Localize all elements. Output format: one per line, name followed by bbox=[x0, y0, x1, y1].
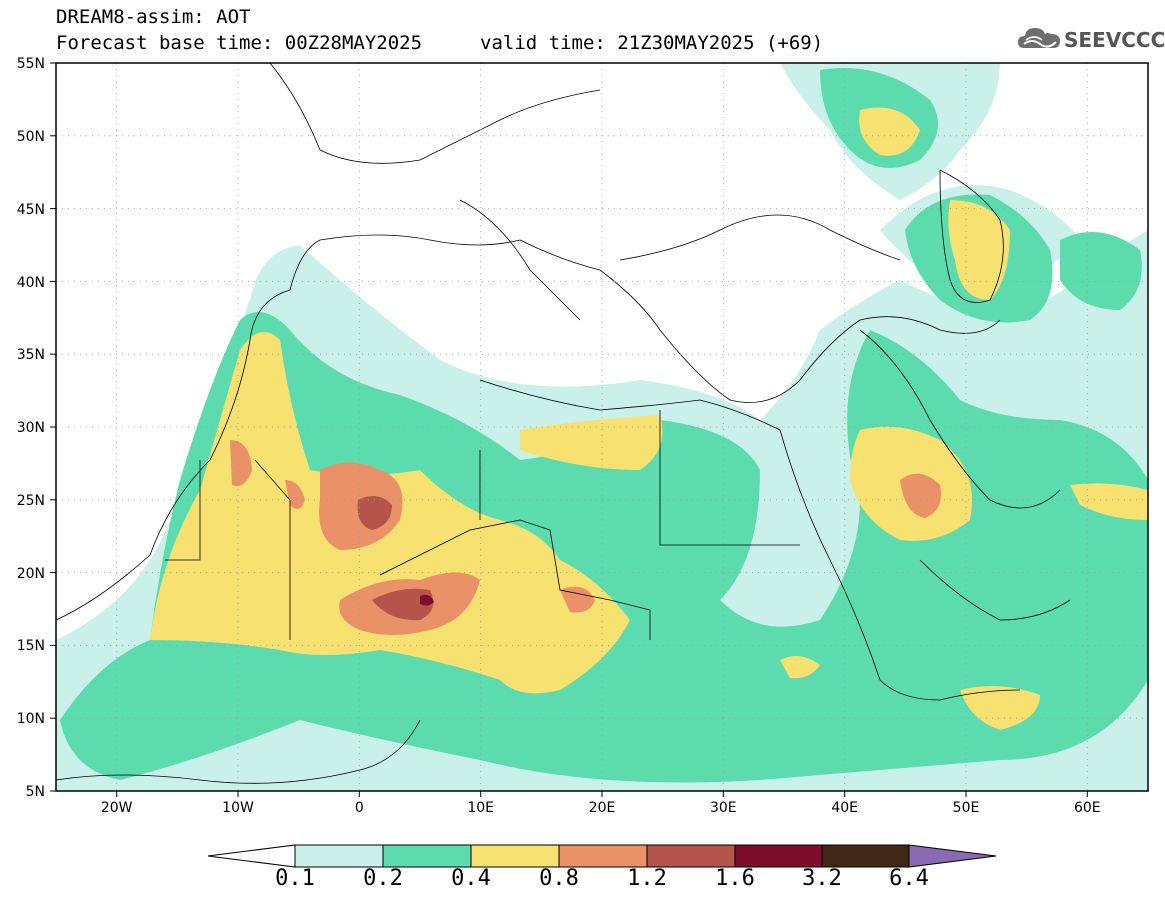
colorbar-label: 6.4 bbox=[889, 866, 929, 891]
lon-label: 20E bbox=[589, 800, 616, 816]
aot-field-1.6 bbox=[420, 594, 434, 606]
seevccc-logo: SEEVCCC bbox=[1016, 22, 1165, 58]
longitude-labels: 20W 10W 0 10E 20E 30E 40E 50E 60E bbox=[101, 800, 1101, 816]
colorbar-segment-3.2 bbox=[821, 844, 910, 868]
map-title: DREAM8-assim: AOT bbox=[56, 6, 251, 28]
colorbar-label: 0.4 bbox=[451, 866, 491, 891]
colorbar-label: 3.2 bbox=[802, 866, 842, 891]
lon-label: 40E bbox=[831, 800, 858, 816]
lat-label: 35N bbox=[17, 347, 45, 363]
lat-label: 25N bbox=[17, 493, 45, 509]
colorbar-segment-0.2 bbox=[382, 844, 472, 868]
lat-label: 30N bbox=[17, 420, 45, 436]
colorbar-segment-0.4 bbox=[470, 844, 560, 868]
lon-label: 10W bbox=[222, 800, 254, 816]
colorbar-label: 0.1 bbox=[275, 866, 315, 891]
colorbar-lower-arrow bbox=[207, 844, 296, 868]
lat-label: 40N bbox=[17, 275, 45, 291]
lon-label: 0 bbox=[355, 800, 364, 816]
lon-label: 30E bbox=[710, 800, 737, 816]
colorbar-segment-1.2 bbox=[646, 844, 736, 868]
lat-label: 5N bbox=[26, 784, 45, 800]
lon-label: 20W bbox=[101, 800, 133, 816]
aot-field-1.2 bbox=[357, 496, 434, 621]
colorbar-segment-1.6 bbox=[734, 844, 823, 868]
lat-label: 20N bbox=[17, 566, 45, 582]
lat-label: 10N bbox=[17, 711, 45, 727]
lon-label: 50E bbox=[953, 800, 980, 816]
aot-fields bbox=[56, 63, 1148, 791]
lat-label: 45N bbox=[17, 202, 45, 218]
cloud-icon bbox=[1018, 28, 1060, 48]
forecast-base-time: Forecast base time: 00Z28MAY2025 bbox=[56, 32, 423, 54]
colorbar-segment-0.1 bbox=[294, 844, 384, 868]
lat-label: 15N bbox=[17, 638, 45, 654]
valid-time: valid time: 21Z30MAY2025 (+69) bbox=[480, 32, 824, 54]
colorbar-label: 1.2 bbox=[627, 866, 667, 891]
lat-label: 55N bbox=[17, 56, 45, 72]
colorbar-upper-arrow bbox=[908, 844, 997, 868]
logo-text: SEEVCCC bbox=[1064, 28, 1165, 52]
gridlines bbox=[56, 63, 1148, 791]
colorbar-label: 0.2 bbox=[363, 866, 403, 891]
lat-label: 50N bbox=[17, 129, 45, 145]
axis-ticks bbox=[50, 62, 1088, 797]
lon-label: 60E bbox=[1074, 800, 1101, 816]
colorbar bbox=[207, 844, 997, 868]
colorbar-segment-0.8 bbox=[558, 844, 648, 868]
colorbar-label: 1.6 bbox=[715, 866, 755, 891]
colorbar-label: 0.8 bbox=[539, 866, 579, 891]
lon-label: 10E bbox=[467, 800, 494, 816]
latitude-labels: 5N 10N 15N 20N 25N 30N 35N 40N 45N 50N 5… bbox=[17, 56, 45, 800]
